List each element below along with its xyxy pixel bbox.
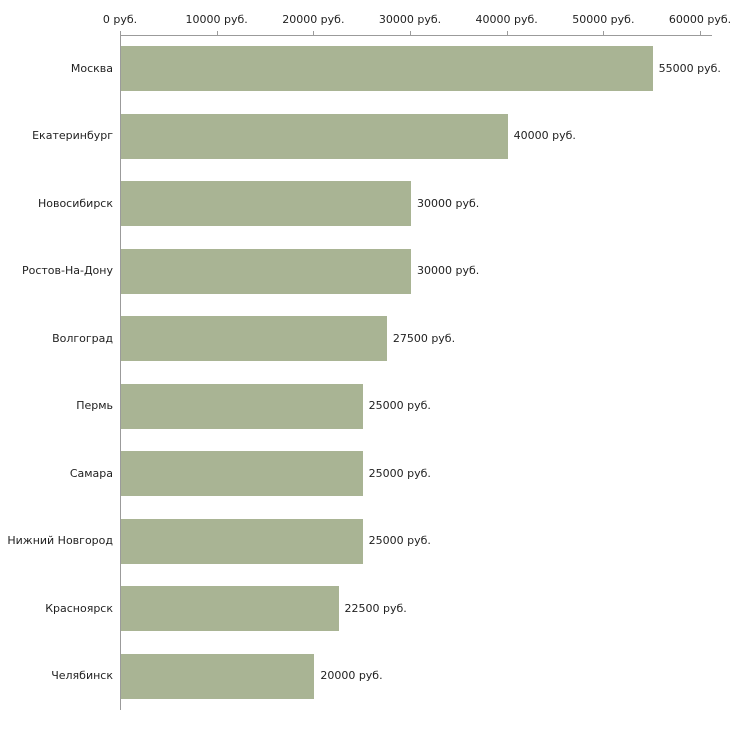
category-label: Ростов-На-Дону: [21, 264, 113, 278]
x-tick-label: 20000 руб.: [282, 13, 345, 26]
bar-value-label: 22500 руб.: [344, 601, 407, 615]
bar-value-label: 30000 руб.: [417, 264, 480, 278]
x-tick-mark: [700, 31, 701, 35]
bar: [121, 451, 363, 497]
bar: [121, 113, 508, 159]
category-label: Екатеринбург: [32, 129, 113, 143]
bar: [121, 46, 653, 92]
category-label: Москва: [70, 61, 113, 75]
bar-value-label: 55000 руб.: [658, 61, 721, 75]
bar-value-label: 25000 руб.: [368, 466, 431, 480]
bar-value-label: 27500 руб.: [392, 331, 456, 345]
bar-value-label: 25000 руб.: [368, 399, 431, 413]
category-label: Нижний Новгород: [7, 534, 113, 548]
x-tick-label: 60000 руб.: [668, 13, 730, 26]
category-label: Челябинск: [51, 669, 113, 683]
category-label: Красноярск: [45, 601, 113, 615]
x-tick-mark: [313, 31, 315, 35]
bar: [121, 316, 387, 362]
x-tick-label: 50000 руб.: [572, 13, 635, 26]
x-tick-mark: [120, 31, 121, 35]
category-label: Волгоград: [52, 331, 113, 345]
x-tick-label: 0 руб.: [102, 13, 138, 26]
x-tick-mark: [603, 31, 605, 35]
bar-value-label: 25000 руб.: [368, 534, 431, 548]
bar-value-label: 40000 руб.: [513, 129, 576, 143]
x-tick-mark: [410, 31, 411, 35]
y-axis-line: [120, 35, 121, 710]
category-label: Новосибирск: [37, 196, 113, 210]
x-tick-label: 10000 руб.: [185, 13, 248, 26]
bar-value-label: 30000 руб.: [417, 196, 480, 210]
bar: [121, 181, 411, 227]
x-axis-line: [120, 35, 712, 36]
x-tick-mark: [216, 31, 218, 35]
bar-value-label: 20000 руб.: [320, 669, 383, 683]
bar: [121, 586, 339, 632]
bar: [121, 248, 411, 294]
category-label: Пермь: [76, 399, 113, 413]
x-tick-label: 40000 руб.: [475, 13, 538, 26]
bar: [121, 383, 363, 429]
bar: [121, 518, 363, 564]
x-tick-label: 30000 руб.: [378, 13, 442, 26]
category-label: Самара: [69, 466, 113, 480]
x-tick-mark: [506, 31, 508, 35]
bar: [121, 653, 315, 699]
